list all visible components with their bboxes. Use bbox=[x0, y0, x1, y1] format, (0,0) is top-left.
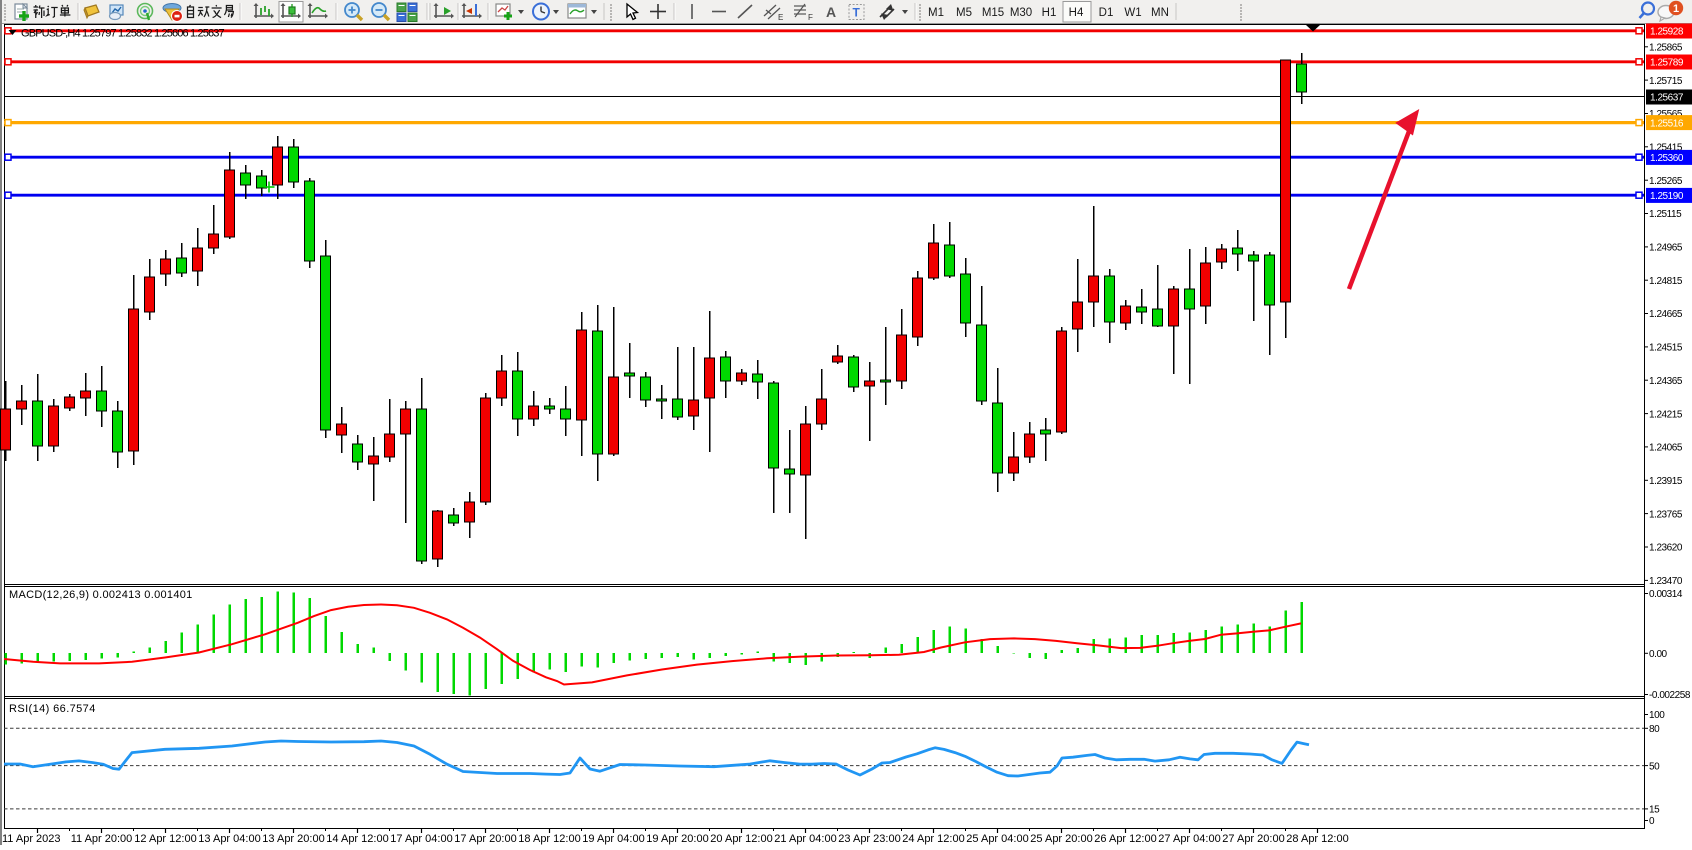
svg-text:1: 1 bbox=[1673, 3, 1679, 15]
svg-text:1.24815: 1.24815 bbox=[1649, 276, 1683, 287]
svg-text:1.25360: 1.25360 bbox=[1650, 153, 1684, 164]
svg-text:15: 15 bbox=[1649, 805, 1660, 816]
svg-text:1.24515: 1.24515 bbox=[1649, 343, 1683, 354]
svg-text:12 Apr 12:00: 12 Apr 12:00 bbox=[134, 833, 196, 845]
svg-text:0.00314: 0.00314 bbox=[1649, 589, 1683, 600]
svg-text:1.25415: 1.25415 bbox=[1649, 143, 1683, 154]
svg-text:13 Apr 04:00: 13 Apr 04:00 bbox=[198, 833, 260, 845]
svg-text:1.25928: 1.25928 bbox=[1650, 27, 1684, 38]
svg-text:1.24665: 1.24665 bbox=[1649, 309, 1683, 320]
svg-text:21 Apr 04:00: 21 Apr 04:00 bbox=[774, 833, 836, 845]
svg-text:1.25789: 1.25789 bbox=[1650, 58, 1684, 69]
svg-text:M1: M1 bbox=[928, 7, 944, 19]
svg-text:20 Apr 12:00: 20 Apr 12:00 bbox=[710, 833, 772, 845]
svg-text:1.25516: 1.25516 bbox=[1650, 118, 1684, 129]
svg-text:18 Apr 12:00: 18 Apr 12:00 bbox=[518, 833, 580, 845]
svg-text:1.24365: 1.24365 bbox=[1649, 376, 1683, 387]
svg-text:1.25715: 1.25715 bbox=[1649, 76, 1683, 87]
svg-text:11 Apr 20:00: 11 Apr 20:00 bbox=[71, 833, 133, 845]
svg-text:T: T bbox=[853, 6, 861, 20]
svg-text:1.25865: 1.25865 bbox=[1649, 43, 1683, 54]
svg-text:-0.002258: -0.002258 bbox=[1649, 690, 1691, 701]
svg-text:25 Apr 04:00: 25 Apr 04:00 bbox=[966, 833, 1028, 845]
svg-text:23 Apr 23:00: 23 Apr 23:00 bbox=[838, 833, 900, 845]
svg-text:1.24065: 1.24065 bbox=[1649, 443, 1683, 454]
svg-text:0.00: 0.00 bbox=[1649, 649, 1668, 660]
svg-text:M15: M15 bbox=[982, 7, 1004, 19]
svg-text:1.23620: 1.23620 bbox=[1649, 543, 1683, 554]
svg-text:0: 0 bbox=[1649, 816, 1655, 827]
svg-text:26 Apr 12:00: 26 Apr 12:00 bbox=[1094, 833, 1156, 845]
svg-text:H4: H4 bbox=[1069, 7, 1084, 19]
svg-text:17 Apr 20:00: 17 Apr 20:00 bbox=[454, 833, 516, 845]
svg-text:25 Apr 20:00: 25 Apr 20:00 bbox=[1030, 833, 1092, 845]
svg-text:1.23765: 1.23765 bbox=[1649, 509, 1683, 520]
svg-text:F: F bbox=[808, 13, 813, 22]
svg-text:M5: M5 bbox=[956, 7, 972, 19]
svg-text:19 Apr 04:00: 19 Apr 04:00 bbox=[582, 833, 644, 845]
svg-text:14 Apr 12:00: 14 Apr 12:00 bbox=[326, 833, 388, 845]
svg-text:24 Apr 12:00: 24 Apr 12:00 bbox=[902, 833, 964, 845]
svg-text:W1: W1 bbox=[1124, 7, 1141, 19]
svg-text:E: E bbox=[778, 13, 783, 22]
svg-text:GBPUSD-,H4 1.25797 1.25832 1.2: GBPUSD-,H4 1.25797 1.25832 1.25606 1.256… bbox=[21, 28, 225, 40]
svg-text:1.23470: 1.23470 bbox=[1649, 576, 1683, 587]
svg-text:28 Apr 12:00: 28 Apr 12:00 bbox=[1286, 833, 1348, 845]
svg-text:MN: MN bbox=[1151, 7, 1169, 19]
svg-text:A: A bbox=[826, 4, 836, 20]
svg-text:MACD(12,26,9) 0.002413 0.00140: MACD(12,26,9) 0.002413 0.001401 bbox=[9, 589, 193, 601]
svg-text:1.25565: 1.25565 bbox=[1649, 109, 1683, 120]
svg-text:1.24965: 1.24965 bbox=[1649, 243, 1683, 254]
svg-text:1.25190: 1.25190 bbox=[1650, 191, 1684, 202]
svg-text:100: 100 bbox=[1649, 710, 1665, 721]
svg-text:RSI(14) 66.7574: RSI(14) 66.7574 bbox=[9, 703, 96, 715]
svg-text:1.25637: 1.25637 bbox=[1650, 93, 1684, 104]
svg-text:50: 50 bbox=[1649, 761, 1660, 772]
svg-text:D1: D1 bbox=[1099, 7, 1114, 19]
svg-text:11 Apr 2023: 11 Apr 2023 bbox=[2, 833, 61, 845]
svg-text:19 Apr 20:00: 19 Apr 20:00 bbox=[646, 833, 708, 845]
svg-text:1.25115: 1.25115 bbox=[1649, 209, 1682, 220]
svg-text:27 Apr 04:00: 27 Apr 04:00 bbox=[1158, 833, 1220, 845]
svg-text:1.25265: 1.25265 bbox=[1649, 176, 1683, 187]
svg-text:17 Apr 04:00: 17 Apr 04:00 bbox=[390, 833, 452, 845]
svg-text:M30: M30 bbox=[1010, 7, 1032, 19]
svg-text:1.24215: 1.24215 bbox=[1649, 409, 1683, 420]
svg-text:27 Apr 20:00: 27 Apr 20:00 bbox=[1222, 833, 1284, 845]
svg-text:80: 80 bbox=[1649, 724, 1660, 735]
svg-text:1.23915: 1.23915 bbox=[1649, 476, 1683, 487]
svg-text:13 Apr 20:00: 13 Apr 20:00 bbox=[262, 833, 324, 845]
svg-text:H1: H1 bbox=[1042, 7, 1057, 19]
